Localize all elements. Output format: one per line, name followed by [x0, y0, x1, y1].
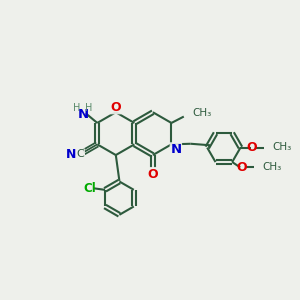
Text: CH₃: CH₃: [192, 108, 212, 118]
Text: O: O: [148, 168, 158, 181]
Text: CH₃: CH₃: [262, 162, 281, 172]
Text: CH₃: CH₃: [272, 142, 292, 152]
Text: N: N: [78, 108, 89, 121]
Text: Cl: Cl: [83, 182, 96, 195]
Text: H: H: [73, 103, 80, 113]
Text: N: N: [66, 148, 76, 160]
Text: O: O: [236, 160, 247, 174]
Text: C: C: [77, 149, 84, 159]
Text: O: O: [110, 101, 121, 114]
Text: H: H: [85, 103, 93, 113]
Text: N: N: [170, 143, 182, 156]
Text: O: O: [246, 141, 257, 154]
